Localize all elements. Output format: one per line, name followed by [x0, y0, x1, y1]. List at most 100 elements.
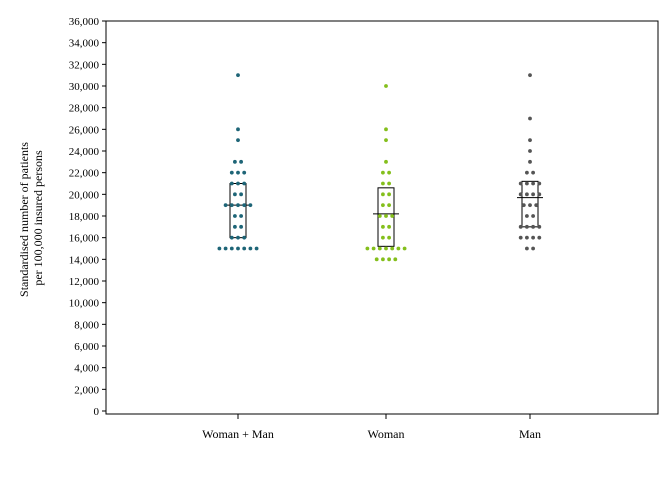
data-point	[393, 257, 398, 262]
plot-frame	[105, 20, 659, 415]
data-point	[531, 224, 535, 229]
data-point	[381, 224, 385, 229]
data-point	[387, 181, 391, 186]
y-tick-label: 36,000	[69, 16, 100, 28]
data-point	[236, 235, 240, 240]
data-point	[531, 192, 535, 197]
data-point	[518, 224, 523, 229]
data-point	[531, 170, 535, 175]
data-point	[528, 116, 532, 121]
data-point	[528, 138, 532, 143]
series-group	[517, 73, 543, 251]
y-axis-title: Standardised number of patients per 100,…	[17, 139, 45, 297]
data-point	[525, 170, 529, 175]
y-tick-label: 22,000	[69, 168, 100, 180]
data-point	[239, 159, 244, 164]
data-point	[229, 235, 234, 240]
data-point	[242, 235, 247, 240]
iqr-box-rect	[229, 183, 247, 239]
data-point	[233, 159, 237, 164]
y-axis-title-line-1: Standardised number of patients	[17, 142, 31, 297]
data-point	[236, 170, 240, 175]
iqr-box-rect	[521, 180, 539, 228]
iqr-box-rect	[377, 187, 395, 247]
data-point	[518, 181, 523, 186]
x-category-label: Woman	[367, 427, 404, 441]
data-point	[531, 214, 535, 218]
data-point	[233, 214, 237, 218]
data-point	[381, 203, 385, 208]
data-point	[242, 170, 247, 175]
data-point	[229, 170, 234, 175]
data-point	[236, 138, 240, 143]
data-point	[229, 246, 234, 251]
y-tick-label: 28,000	[69, 103, 100, 115]
data-point	[377, 214, 382, 218]
data-point	[381, 235, 385, 240]
y-tick-label: 26,000	[69, 124, 100, 136]
data-point	[387, 192, 391, 197]
data-point	[239, 214, 244, 218]
series-group	[365, 84, 407, 262]
y-tick-label: 16,000	[69, 233, 100, 245]
y-tick-label: 14,000	[69, 254, 100, 266]
data-point	[528, 203, 532, 208]
data-point	[531, 181, 535, 186]
y-tick-label: 2,000	[74, 384, 99, 396]
data-point	[384, 214, 388, 218]
y-tick-label: 34,000	[69, 38, 100, 50]
data-point	[381, 170, 385, 175]
data-point	[381, 181, 385, 186]
y-tick-label: 8,000	[74, 319, 99, 331]
data-point	[365, 246, 370, 251]
data-point	[236, 181, 240, 186]
data-point	[381, 257, 385, 262]
y-tick-label: 6,000	[74, 341, 99, 353]
data-point	[384, 138, 388, 143]
data-point	[233, 224, 237, 229]
data-point	[525, 181, 529, 186]
data-point	[387, 203, 391, 208]
data-point	[518, 192, 523, 197]
data-point	[387, 170, 391, 175]
y-tick-label: 30,000	[69, 81, 100, 93]
data-point	[525, 192, 529, 197]
data-point	[371, 246, 376, 251]
data-point	[387, 224, 391, 229]
y-tick-label: 18,000	[69, 211, 100, 223]
data-point	[223, 246, 228, 251]
data-point	[381, 192, 385, 197]
series-layer	[217, 73, 543, 262]
data-point	[254, 246, 259, 251]
data-point	[233, 192, 237, 197]
data-point	[537, 235, 542, 240]
data-point	[239, 192, 244, 197]
data-point	[384, 84, 388, 88]
y-tick-label: 24,000	[69, 146, 100, 158]
data-point	[525, 214, 529, 218]
data-point	[525, 224, 529, 229]
data-point	[390, 214, 395, 218]
y-axis-ticks: 0 2,000 4,000 6,000 8,000 10,000 12,000 14,000 1…	[69, 16, 106, 418]
data-point	[236, 203, 240, 208]
data-point	[525, 246, 529, 251]
data-point	[384, 159, 388, 164]
data-point	[248, 246, 253, 251]
data-point	[242, 246, 247, 251]
data-point	[518, 235, 523, 240]
data-point	[229, 181, 234, 186]
data-point	[377, 246, 382, 251]
data-point	[521, 203, 526, 208]
y-tick-label: 20,000	[69, 189, 100, 201]
data-point	[528, 159, 532, 164]
data-point	[537, 181, 542, 186]
y-tick-label: 0	[94, 406, 100, 418]
data-point	[374, 257, 379, 262]
data-point	[236, 127, 240, 132]
iqr-box	[225, 183, 251, 239]
data-point	[531, 235, 535, 240]
data-point	[528, 149, 532, 153]
x-category-label: Man	[519, 427, 541, 441]
y-tick-label: 10,000	[69, 298, 100, 310]
